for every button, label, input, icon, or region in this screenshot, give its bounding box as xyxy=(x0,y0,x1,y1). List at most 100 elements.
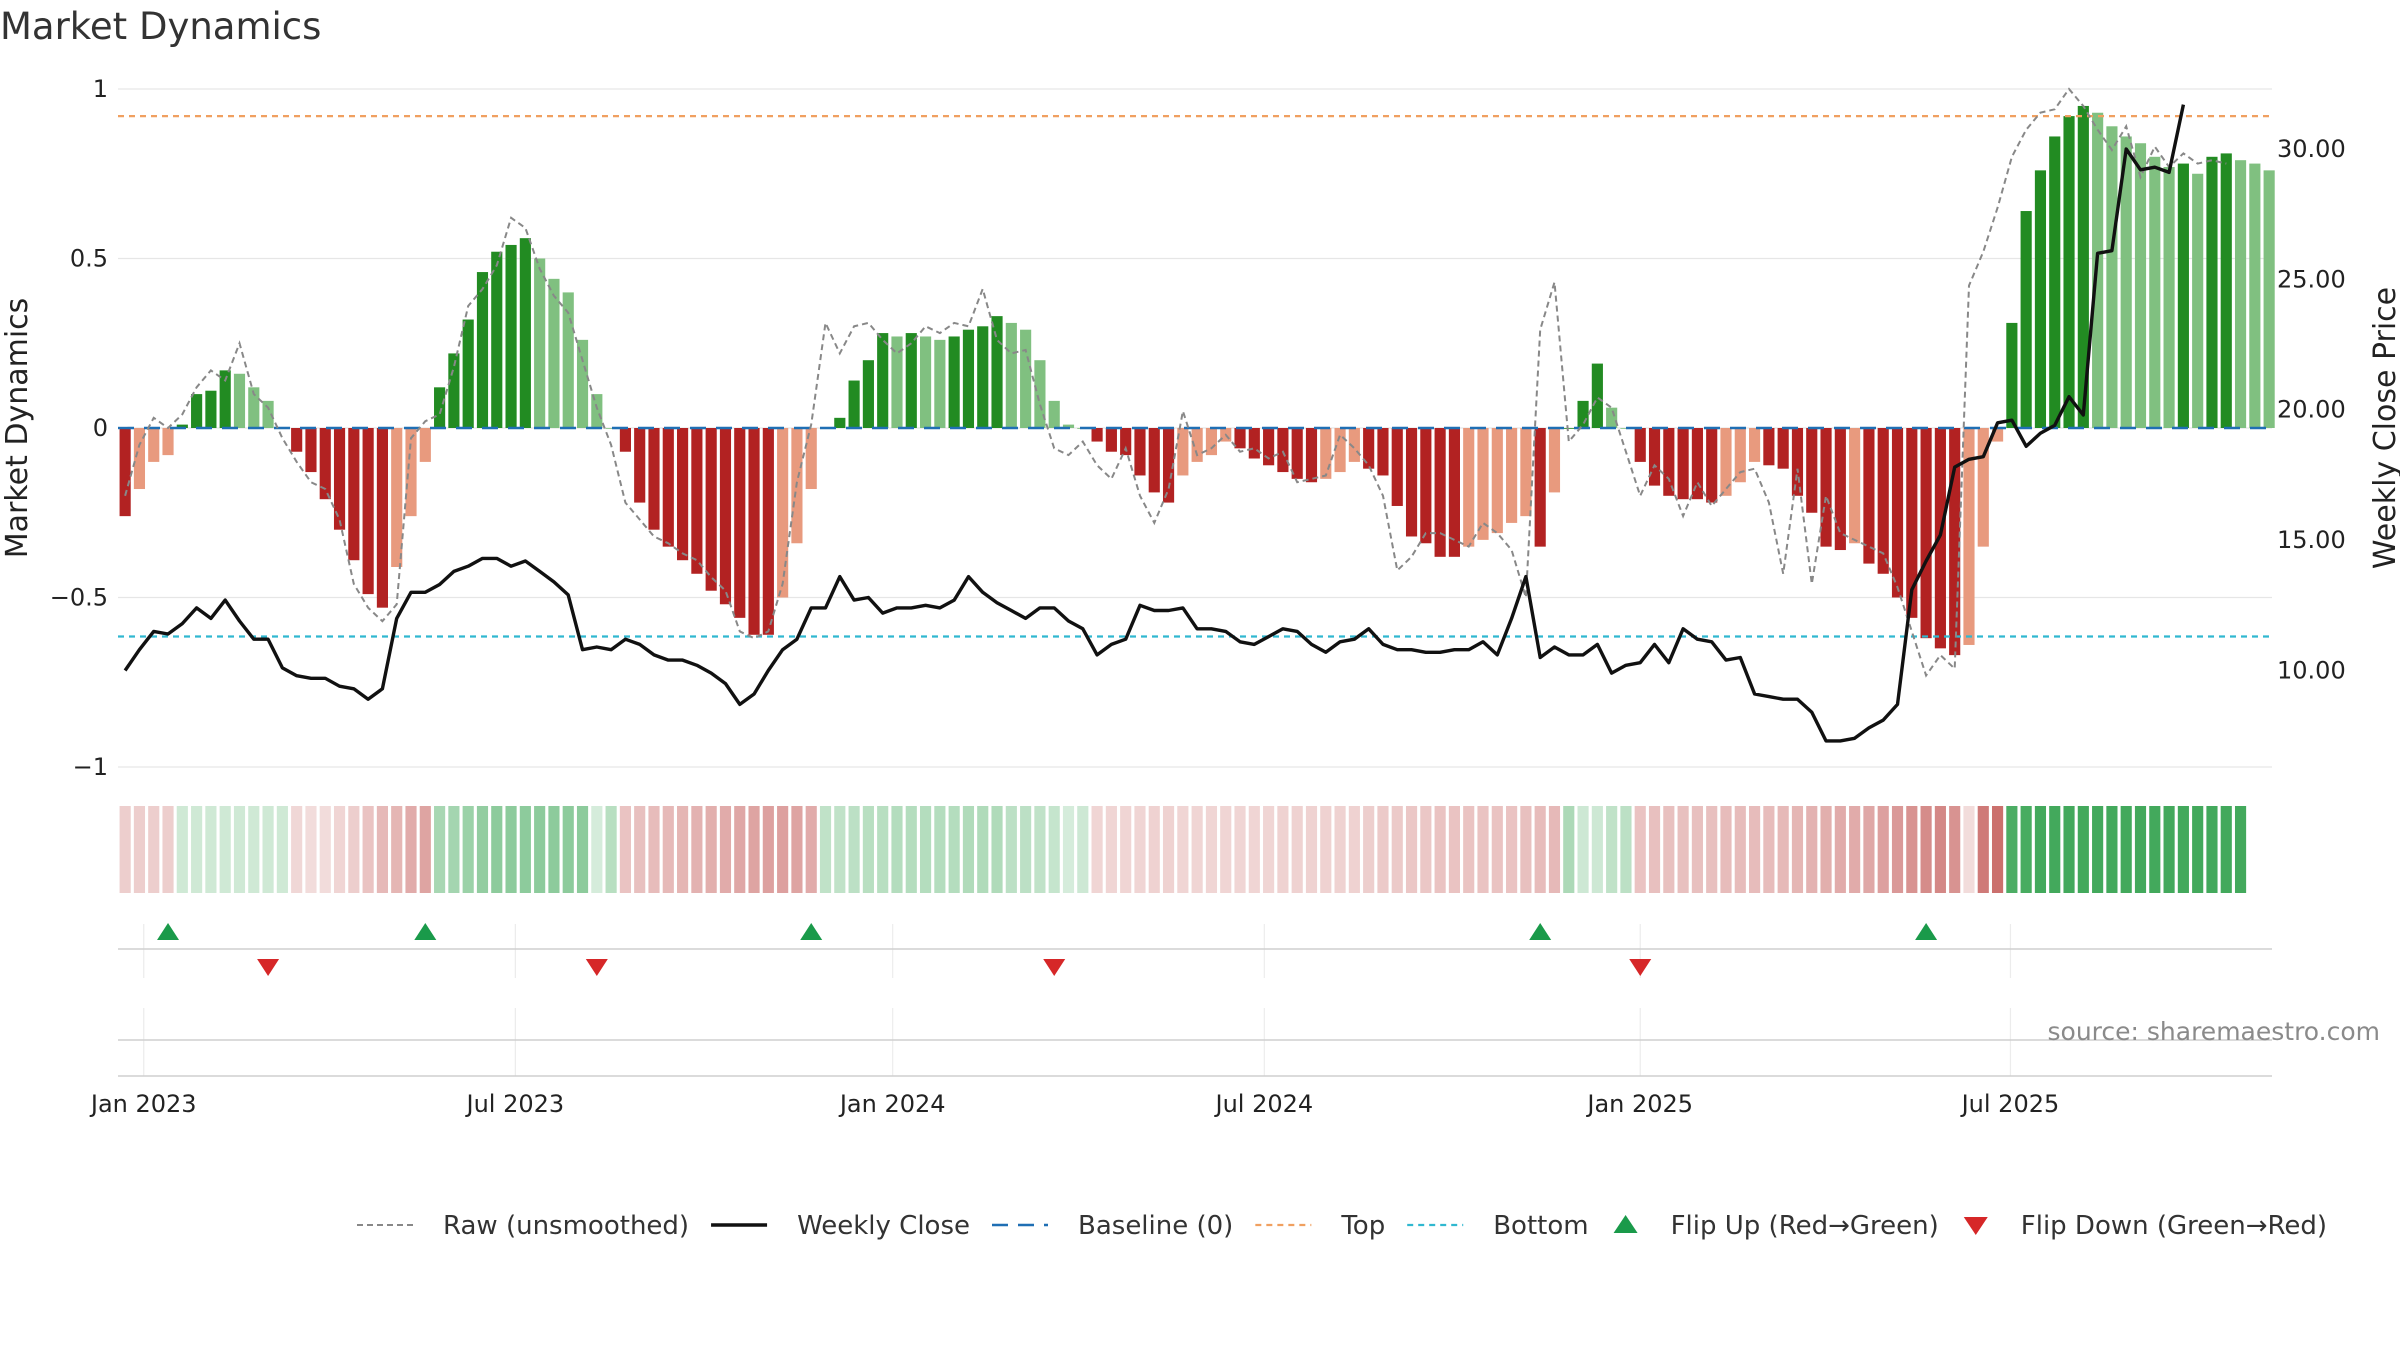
regime-strip-cell xyxy=(1377,806,1389,893)
dynamics-bar xyxy=(333,428,346,530)
dynamics-bar xyxy=(205,390,217,428)
dynamics-bar xyxy=(2177,163,2189,428)
flip-up-marker xyxy=(800,923,823,940)
regime-strip-cell xyxy=(805,806,817,893)
regime-strip-cell xyxy=(891,806,903,893)
legend-label: Weekly Close xyxy=(797,1211,970,1241)
regime-strip-cell xyxy=(2106,806,2118,893)
regime-strip-cell xyxy=(634,806,646,893)
weekly-close-line xyxy=(123,104,2186,743)
regime-strip-cell xyxy=(2120,806,2132,893)
regime-strip-cell xyxy=(1134,806,1146,893)
dynamics-bar xyxy=(919,336,932,428)
dynamics-bar xyxy=(462,319,474,428)
lines-layer xyxy=(123,87,2227,743)
regime-strip-cell xyxy=(1234,806,1246,893)
regime-strip-cell xyxy=(1734,806,1746,893)
dynamics-bar xyxy=(419,428,431,462)
right-tick-label: 25.00 xyxy=(2277,265,2346,293)
dynamics-bar xyxy=(834,417,846,428)
dynamics-bar xyxy=(777,428,789,598)
legend-swatch-flip-down xyxy=(1963,1217,1988,1235)
regime-strip-cell xyxy=(1248,806,1260,893)
dynamics-bar xyxy=(1191,428,1203,462)
dynamics-bar xyxy=(562,292,574,428)
dynamics-bar xyxy=(1062,424,1075,428)
dynamics-bar xyxy=(2206,156,2218,429)
dynamics-bar xyxy=(2149,156,2161,429)
legend-label: Raw (unsmoothed) xyxy=(443,1211,689,1241)
regime-strip-cell xyxy=(848,806,860,893)
regime-strip-cell xyxy=(505,806,517,893)
x-tick-label: Jan 2025 xyxy=(1585,1090,1693,1118)
regime-strip-cell xyxy=(291,806,303,893)
dynamics-bar xyxy=(1620,428,1632,429)
regime-strip-cell xyxy=(1520,806,1532,893)
dynamics-bar xyxy=(319,428,331,500)
dynamics-bar xyxy=(1162,428,1175,503)
regime-strip-cell xyxy=(1405,806,1418,893)
regime-strip-cell xyxy=(1334,806,1346,893)
legend-item-bottom: Bottom xyxy=(1407,1211,1589,1241)
regime-strip-cell xyxy=(1577,806,1589,893)
regime-strip-cell xyxy=(462,806,474,893)
regime-strip-cell xyxy=(1105,806,1117,893)
regime-strip-cell xyxy=(1606,806,1618,893)
dynamics-bar xyxy=(748,428,760,635)
regime-strip-cell xyxy=(1920,806,1932,893)
regime-strip-cell xyxy=(1420,806,1432,893)
dynamics-bar xyxy=(233,373,246,428)
flip-markers xyxy=(157,923,1938,976)
regime-strip-cell xyxy=(1148,806,1160,893)
dynamics-bar xyxy=(2192,173,2204,428)
regime-strip-cell xyxy=(391,806,403,893)
dynamics-bar xyxy=(248,387,260,428)
flip-up-marker xyxy=(1529,923,1552,940)
regime-strip-cell xyxy=(1777,806,1789,893)
regime-strip-cell xyxy=(2192,806,2204,893)
dynamics-bar xyxy=(1177,428,1189,476)
regime-strip-cell xyxy=(1663,806,1675,893)
regime-strip-cell xyxy=(1849,806,1861,893)
dynamics-bar xyxy=(1520,428,1532,517)
regime-strip-cell xyxy=(1863,806,1875,893)
dynamics-bar xyxy=(648,428,660,530)
regime-strip-cell xyxy=(734,806,746,893)
regime-strip-cell xyxy=(934,806,946,893)
dynamics-bar xyxy=(691,428,703,574)
regime-strip-cell xyxy=(1391,806,1403,893)
regime-strip-cell xyxy=(719,806,732,893)
dynamics-bar xyxy=(1334,428,1346,473)
regime-strip-cell xyxy=(1877,806,1889,893)
regime-strip-cell xyxy=(419,806,431,893)
dynamics-bar xyxy=(391,428,403,567)
regime-strip-cell xyxy=(1434,806,1446,893)
dynamics-bar xyxy=(1363,428,1375,469)
dynamics-bar xyxy=(1648,428,1661,486)
regime-strip-cell xyxy=(1348,806,1360,893)
dynamics-bar xyxy=(619,428,631,452)
dynamics-bar xyxy=(1634,428,1646,462)
dynamics-bar xyxy=(2234,160,2247,428)
dynamics-bar xyxy=(434,387,446,428)
regime-strip-cell xyxy=(2163,806,2175,893)
dynamics-bar xyxy=(1234,428,1246,449)
regime-strip-cell xyxy=(219,806,231,893)
legend-label: Flip Up (Red→Green) xyxy=(1671,1211,1939,1241)
regime-strip-cell xyxy=(1720,806,1732,893)
dynamics-bar xyxy=(2049,136,2061,428)
regime-strip-cell xyxy=(1320,806,1332,893)
regime-strip-cell xyxy=(677,806,689,893)
axes-layer: 1 0.5 0 −0.5 −1 30.00 25.00 20.00 15.00 10.00 Jan … xyxy=(50,75,2346,1118)
regime-strip-cell xyxy=(1291,806,1303,893)
legend-label: Bottom xyxy=(1493,1211,1588,1241)
dynamics-bar xyxy=(1920,428,1932,639)
dynamics-bar xyxy=(1034,360,1046,428)
dynamics-bar xyxy=(948,336,960,428)
regime-strip-cell xyxy=(1791,806,1804,893)
flip-up-marker xyxy=(1915,923,1938,940)
dynamics-bar xyxy=(2020,211,2032,428)
dynamics-bar xyxy=(1820,428,1832,547)
regime-strip-cell xyxy=(1634,806,1646,893)
